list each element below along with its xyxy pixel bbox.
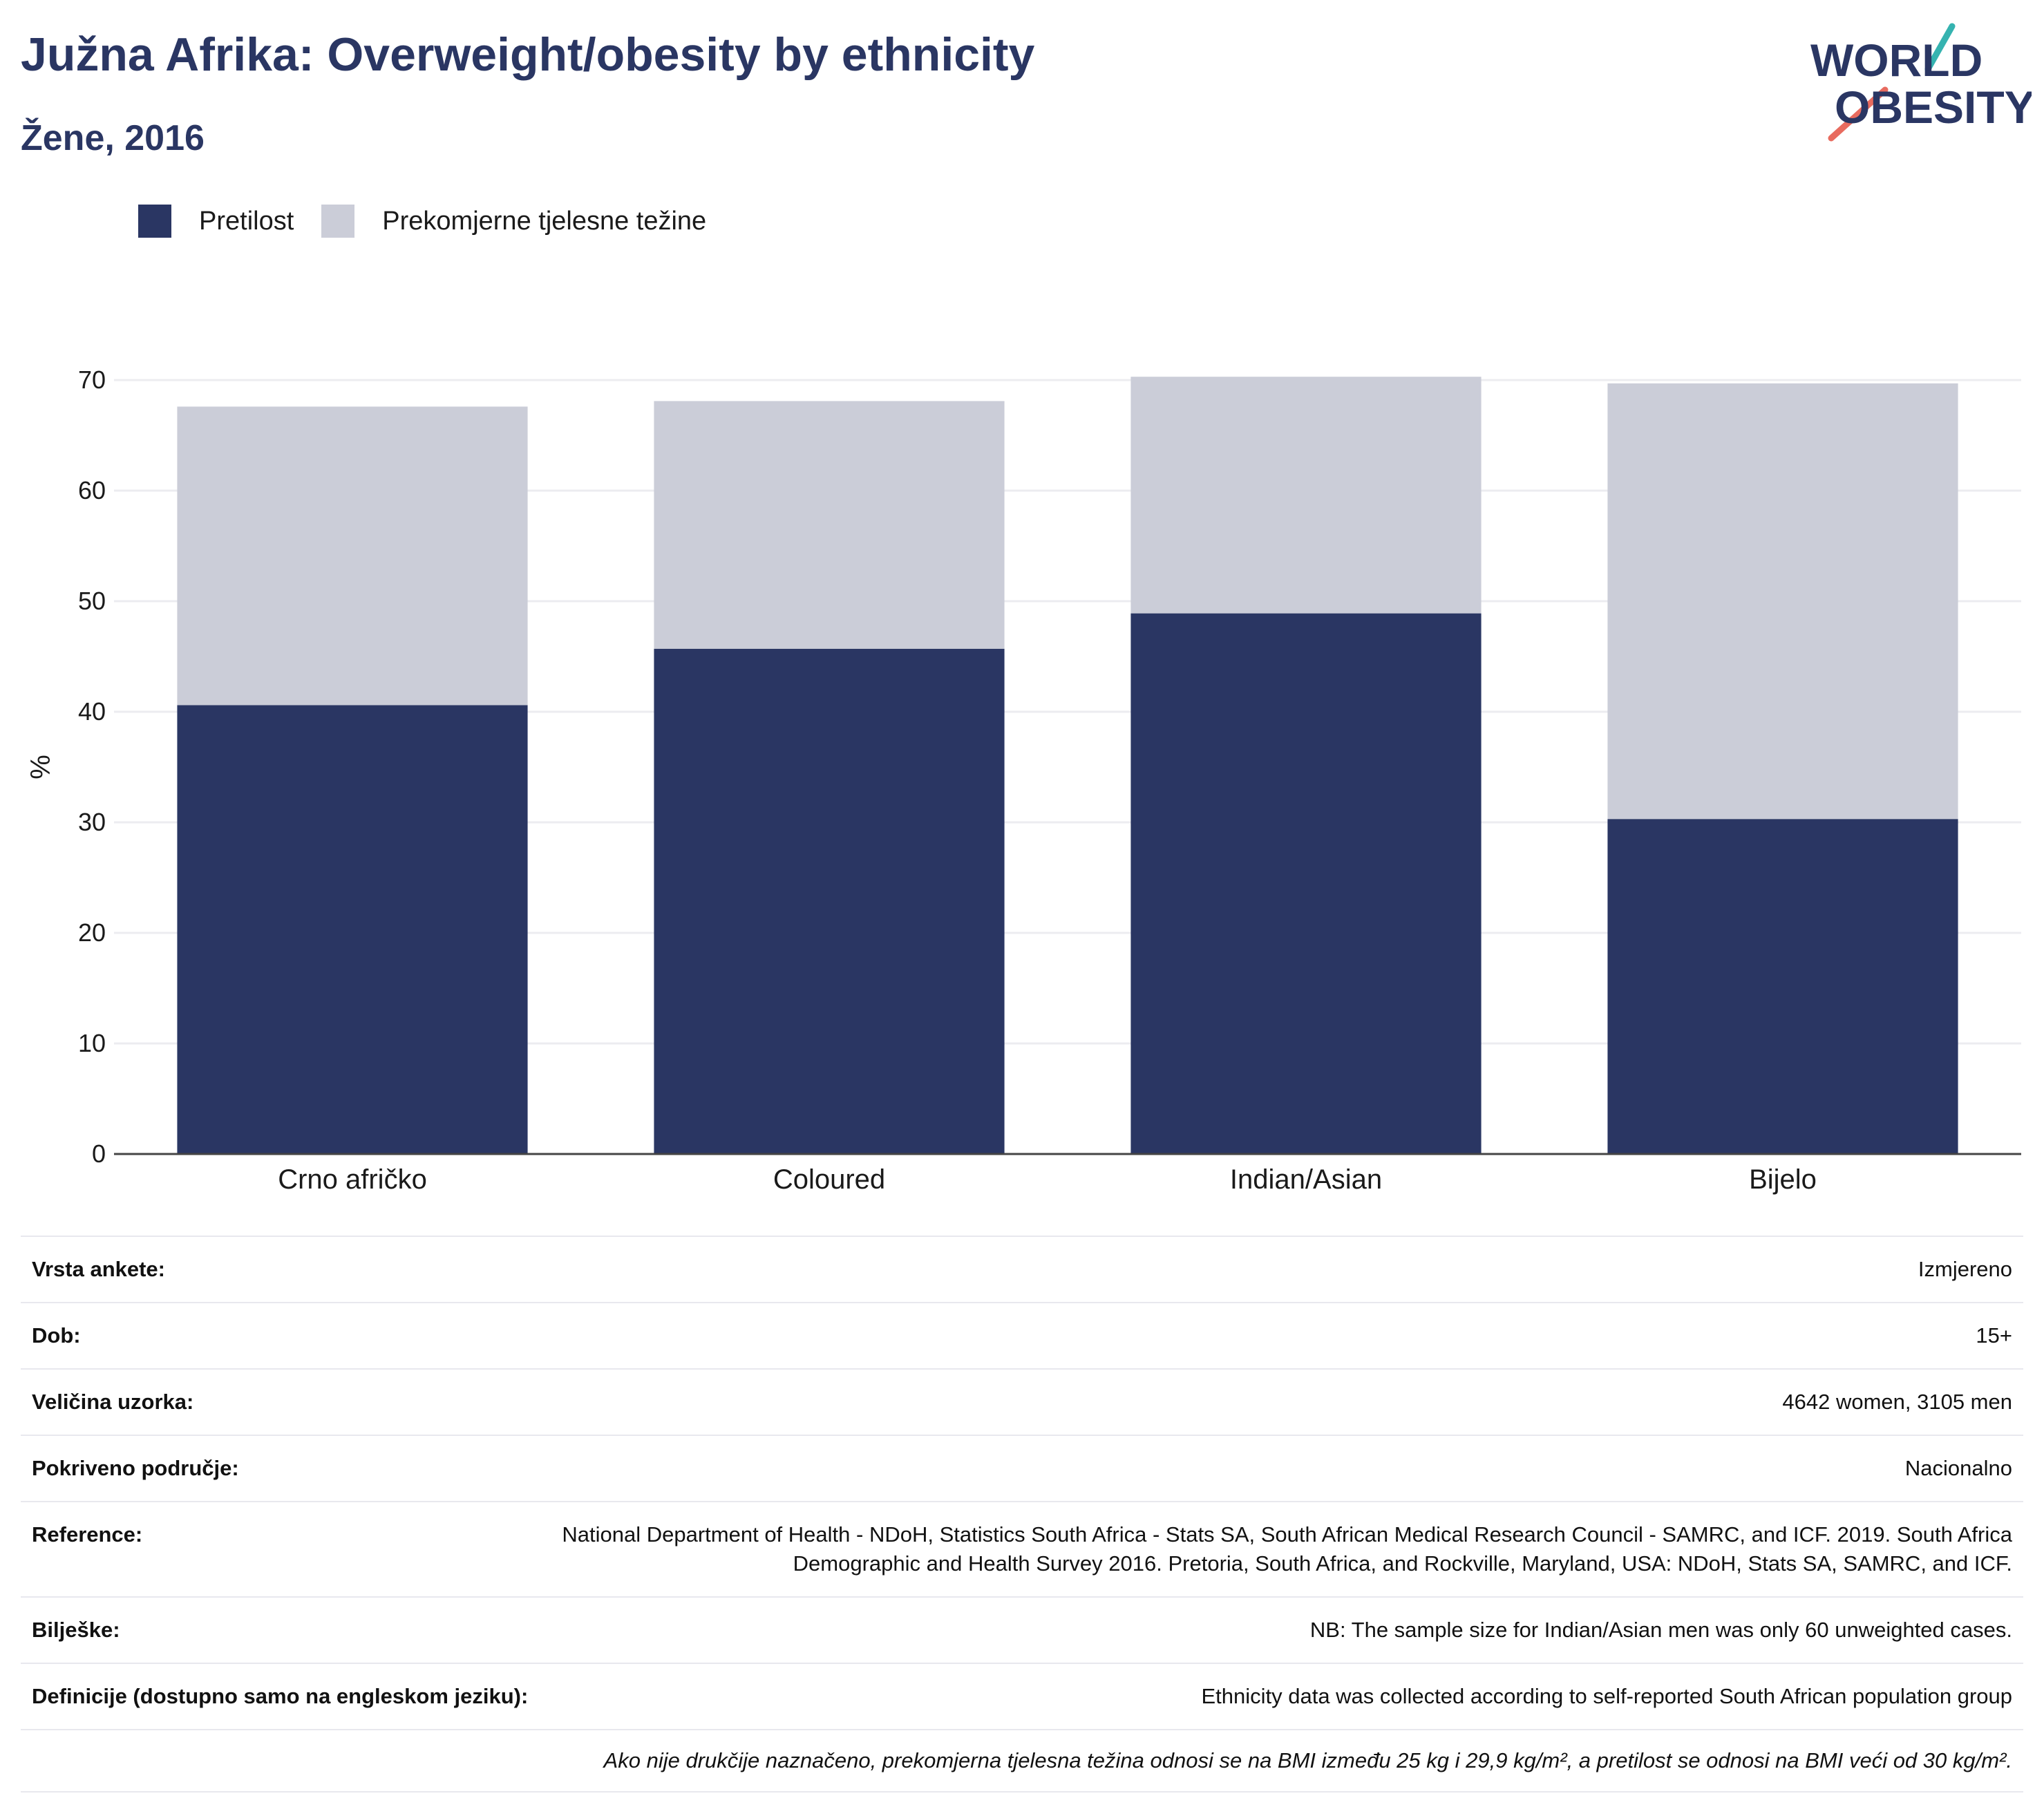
- legend-item-obesity[interactable]: Pretilost: [138, 205, 294, 238]
- bar-overweight-1: [654, 401, 1005, 649]
- legend-swatch-obesity: [138, 205, 171, 238]
- x-tick-label: Crno afričko: [278, 1164, 427, 1195]
- info-value: NB: The sample size for Indian/Asian men…: [1309, 1618, 2012, 1642]
- chart-title: Južna Afrika: Overweight/obesity by ethn…: [21, 28, 1035, 81]
- logo-teal-stroke: [1924, 23, 1956, 73]
- bar-obesity-1: [654, 648, 1005, 1154]
- info-value: National Department of Health - NDoH, St…: [562, 1522, 2012, 1576]
- stacked-bar-chart: 0 10 20 30 40 50 60 70% Crno afričko Coloured Indi…: [26, 366, 2021, 1195]
- info-key: Definicije (dostupno samo na engleskom j…: [32, 1684, 529, 1708]
- info-row: Definicije (dostupno samo na engleskom j…: [21, 1663, 2023, 1729]
- info-key: Dob:: [32, 1323, 81, 1347]
- info-row: Reference: National Department of Health …: [21, 1501, 2023, 1596]
- x-tick-label: Coloured: [773, 1164, 885, 1195]
- legend-label-overweight: Prekomjerne tjelesne težine: [382, 206, 707, 236]
- y-tick-label: 20: [78, 918, 106, 947]
- info-value: Nacionalno: [1904, 1456, 2012, 1480]
- info-value: Izmjereno: [1918, 1257, 2012, 1281]
- y-axis-label: %: [26, 755, 56, 779]
- legend-item-overweight[interactable]: Prekomjerne tjelesne težine: [321, 205, 706, 238]
- info-row: Bilješke: NB: The sample size for Indian/…: [21, 1596, 2023, 1663]
- legend-label-obesity: Pretilost: [199, 206, 294, 236]
- legend-swatch-overweight: [321, 205, 355, 238]
- info-value: Ethnicity data was collected according t…: [1201, 1684, 2012, 1708]
- y-tick-label: 10: [78, 1029, 106, 1057]
- info-row: Vrsta ankete: Izmjereno: [21, 1236, 2023, 1302]
- x-tick-label: Bijelo: [1749, 1164, 1817, 1195]
- info-key: Vrsta ankete:: [32, 1257, 165, 1281]
- y-tick-label: 30: [78, 808, 106, 836]
- info-value: 4642 women, 3105 men: [1782, 1390, 2012, 1414]
- survey-info-table: Vrsta ankete: Izmjereno Dob: 15+ Veličina uz…: [21, 1236, 2023, 1793]
- bar-obesity-2: [1130, 613, 1482, 1154]
- info-key: Pokriveno područje:: [32, 1456, 239, 1480]
- info-key: Veličina uzorka:: [32, 1390, 194, 1414]
- info-key: Reference:: [32, 1522, 143, 1547]
- chart-subtitle: Žene, 2016: [21, 118, 205, 158]
- y-tick-label: 0: [92, 1139, 106, 1168]
- y-tick-label: 40: [78, 697, 106, 726]
- info-key: Bilješke:: [32, 1618, 120, 1642]
- info-row: Dob: 15+: [21, 1302, 2023, 1368]
- bar-overweight-0: [177, 406, 528, 706]
- bar-overweight-2: [1130, 377, 1482, 614]
- logo-text-world: WORLD: [1810, 35, 1983, 86]
- y-tick-label: 60: [78, 476, 106, 504]
- info-row: Pokriveno područje: Nacionalno: [21, 1435, 2023, 1501]
- x-tick-label: Indian/Asian: [1230, 1164, 1382, 1195]
- bar-overweight-3: [1607, 383, 1958, 820]
- y-tick-label: 50: [78, 587, 106, 615]
- logo-text-obesity: OBESITY: [1835, 82, 2032, 133]
- logo-coral-stroke: [1828, 86, 1889, 142]
- bmi-footnote: Ako nije drukčije naznačeno, prekomjerna…: [21, 1729, 2023, 1793]
- info-value: 15+: [1976, 1323, 2012, 1347]
- y-tick-label: 70: [78, 366, 106, 394]
- world-obesity-logo: WORLD OBESITY: [1810, 23, 2032, 142]
- bar-obesity-0: [177, 705, 528, 1154]
- chart-legend: Pretilost Prekomjerne tjelesne težine: [138, 205, 734, 238]
- info-row: Veličina uzorka: 4642 women, 3105 men: [21, 1368, 2023, 1435]
- bar-obesity-3: [1607, 819, 1958, 1154]
